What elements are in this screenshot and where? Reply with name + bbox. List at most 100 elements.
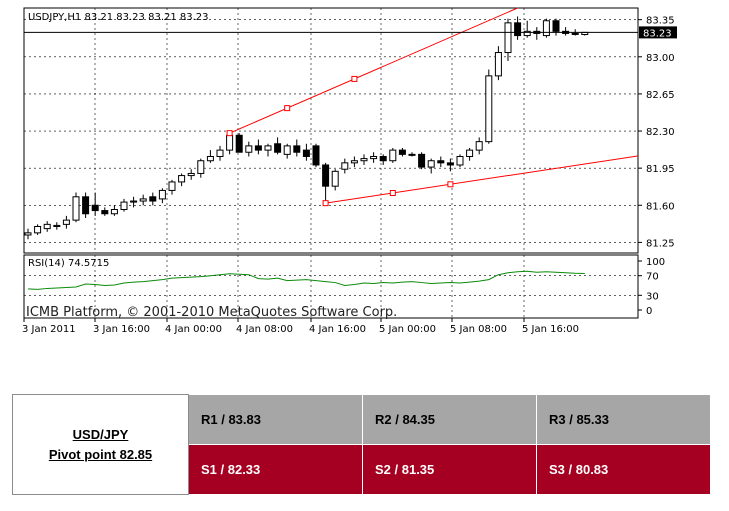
candle: [187, 169, 195, 180]
candle-body: [130, 200, 138, 203]
candle: [158, 188, 166, 204]
candle-body: [446, 162, 454, 166]
candle: [24, 228, 32, 240]
price-tick-label: 82.30: [646, 127, 675, 138]
candle-body: [350, 160, 358, 164]
rsi-tick-label: 100: [646, 257, 665, 268]
candle: [82, 192, 90, 218]
candle-body: [571, 32, 579, 35]
candle-body: [322, 164, 330, 187]
candle-body: [504, 22, 512, 54]
candle: [418, 152, 426, 170]
candle: [437, 156, 445, 168]
candle-body: [72, 196, 80, 221]
candle-body: [120, 201, 128, 211]
candle-body: [62, 219, 70, 225]
symbol-line: USDJPY,H1 83.21 83.23 83.21 83.23: [28, 12, 209, 23]
channel-marker: [284, 105, 291, 112]
candle-body: [514, 22, 522, 37]
candle-body: [379, 155, 387, 162]
rsi-line-group: [27, 270, 585, 290]
candle: [149, 192, 157, 206]
candle-body: [226, 134, 234, 151]
candle-body: [552, 20, 560, 32]
chart-canvas: 83.35 83.00 82.65 82.30 81.95 81.60 81.25 3 Jan…: [22, 7, 677, 335]
last-price-label: 83.23: [643, 28, 672, 39]
candle: [168, 179, 176, 195]
candle-body: [24, 232, 32, 236]
grid: [23, 8, 638, 318]
axis-ticks: 83.35 83.00 82.65 82.30 81.95 81.60 81.25 3 Jan…: [22, 16, 675, 335]
candle-body: [370, 155, 378, 160]
candle: [408, 152, 416, 157]
candle-body: [523, 30, 531, 37]
support-s3: S3 / 80.83: [536, 444, 711, 495]
resistance-r2: R2 / 84.35: [362, 394, 537, 445]
time-tick-label: 5 Jan 00:00: [379, 324, 436, 335]
candle: [235, 133, 243, 153]
candle: [139, 194, 147, 206]
pivot-cell: USD/JPY Pivot point 82.85: [12, 394, 189, 495]
candle-body: [293, 145, 301, 153]
candle: [283, 143, 291, 159]
channel-marker: [389, 189, 396, 196]
candle: [110, 205, 118, 216]
candle-body: [408, 153, 416, 156]
candle: [245, 141, 253, 157]
candle: [72, 192, 80, 223]
candle: [494, 46, 502, 81]
candle-body: [91, 204, 99, 212]
candle: [427, 158, 435, 174]
price-tick-label: 83.35: [646, 16, 675, 27]
last-price-box: [639, 26, 677, 39]
candle-body: [110, 209, 118, 215]
candle-body: [418, 153, 426, 168]
price-chart: 83.35 83.00 82.65 82.30 81.95 81.60 81.25 3 Jan…: [22, 7, 677, 335]
candle-body: [456, 155, 464, 166]
candle: [302, 143, 310, 161]
candle: [466, 148, 474, 161]
candle-body: [149, 196, 157, 202]
price-tick-label: 81.95: [646, 164, 675, 175]
candle: [398, 148, 406, 157]
candle: [216, 145, 224, 161]
candle: [360, 154, 368, 165]
support-s2: S2 / 81.35: [362, 444, 537, 495]
candle: [34, 224, 42, 235]
time-tick-label: 4 Jan 16:00: [309, 324, 366, 335]
rsi-tick-label: 30: [646, 291, 659, 302]
copyright-text: ICMB Platform, © 2001-2010 MetaQuotes So…: [26, 305, 397, 320]
candle: [456, 154, 464, 168]
candle: [130, 196, 138, 208]
channel-lower-line: [325, 155, 639, 204]
candle-body: [475, 141, 483, 151]
candles: [24, 16, 589, 240]
rsi-tick-label: 0: [646, 306, 652, 317]
candle-body: [178, 175, 186, 183]
pivot-symbol: USD/JPY: [72, 426, 129, 442]
candle-body: [341, 162, 349, 170]
price-panel: [23, 7, 639, 254]
candle-body: [139, 198, 147, 202]
time-tick-label: 4 Jan 00:00: [165, 324, 222, 335]
candle-body: [485, 75, 493, 143]
candle-body: [360, 158, 368, 162]
candle-body: [254, 145, 262, 151]
candle: [331, 169, 339, 191]
candle: [62, 215, 70, 229]
candle-body: [206, 155, 214, 162]
candle-body: [427, 160, 435, 168]
time-tick-label: 3 Jan 2011: [22, 324, 76, 335]
channel-upper-line: [229, 7, 518, 134]
candle: [101, 207, 109, 216]
support-s1: S1 / 82.33: [188, 444, 363, 495]
candle-body: [53, 224, 61, 227]
channel-marker: [322, 200, 329, 207]
candle-body: [302, 149, 310, 157]
candle-body: [283, 145, 291, 155]
time-tick-label: 3 Jan 16:00: [93, 324, 150, 335]
candle: [120, 198, 128, 212]
candle-body: [158, 189, 166, 200]
time-tick-label: 5 Jan 08:00: [450, 324, 507, 335]
candle-body: [466, 149, 474, 157]
